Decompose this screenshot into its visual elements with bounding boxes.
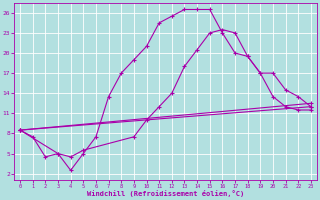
X-axis label: Windchill (Refroidissement éolien,°C): Windchill (Refroidissement éolien,°C) [87, 190, 244, 197]
